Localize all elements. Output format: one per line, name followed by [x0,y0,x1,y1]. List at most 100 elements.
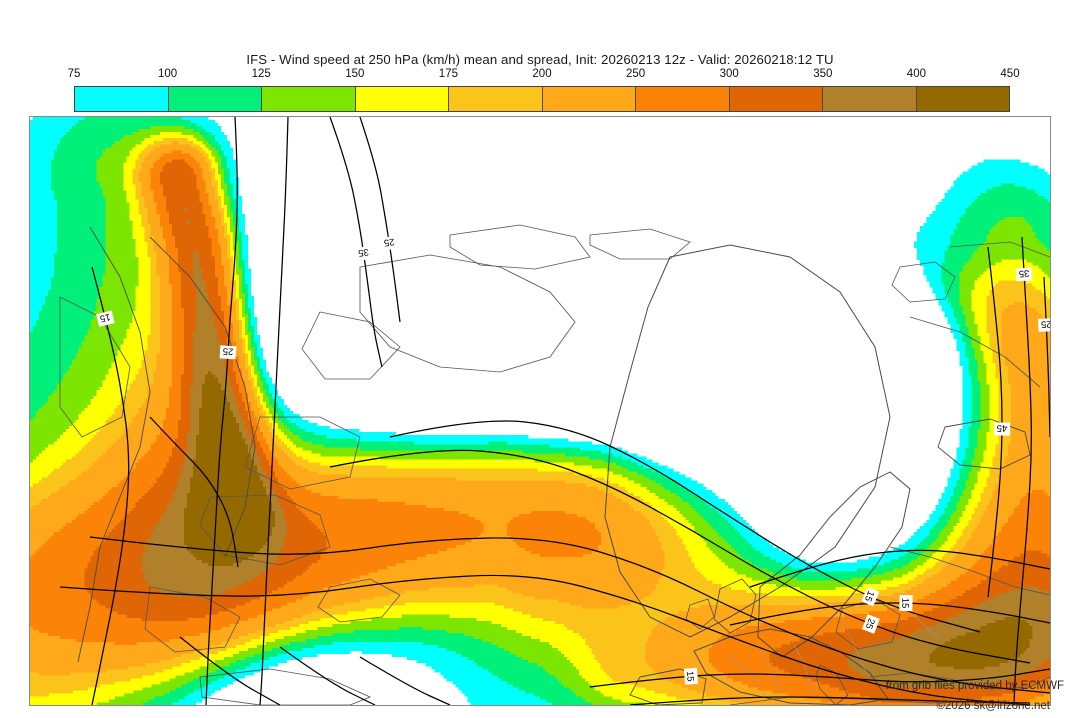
svg-text:15: 15 [899,598,910,609]
wind-speed-contour-map: 25 15 35 25 25 15 15 35 45 25 15 [30,117,1050,705]
svg-text:35: 35 [1018,267,1029,279]
colorbar-band [355,87,449,111]
coastline [301,311,401,380]
spread-contour-label: 15 [96,310,115,327]
spread-contour-label: 25 [219,345,237,360]
colorbar-tick: 100 [158,68,178,80]
coastline [729,696,1011,705]
contour-band-fill [84,159,1050,703]
spread-contour [279,646,376,705]
coastline [937,418,1031,470]
spread-contour [729,602,1050,626]
svg-text:15: 15 [684,671,696,682]
spread-contour-label: 25 [861,614,880,634]
colorbar-band [636,87,730,111]
colorbar-tick: 400 [906,68,926,80]
spread-contour [329,449,1031,664]
coastline [693,628,889,705]
coastline [685,598,715,630]
spread-contour-label: 35 [354,245,373,261]
colorbar-tick-labels: 75 100 125 150 175 200 250 300 350 400 450 [68,68,1020,84]
filled-contour-bands [30,117,1050,705]
colorbar-tick: 300 [719,68,739,80]
svg-text:15: 15 [99,311,112,324]
coastline [949,241,1050,258]
svg-text:35: 35 [357,246,369,258]
spread-contour-label: 15 [684,667,699,685]
coastline [604,244,891,638]
coastline [789,636,813,696]
spread-contour-labels: 25 15 35 25 25 15 15 35 45 25 15 [96,235,1050,685]
colorbar-tick: 175 [438,68,458,80]
colorbar-band [75,87,169,111]
svg-text:25: 25 [1041,318,1050,329]
spread-contour [359,117,401,323]
colorbar-tick: 125 [251,68,271,80]
svg-text:25: 25 [222,345,233,357]
spread-contour [91,266,130,705]
coastline [909,316,1041,388]
svg-text:25: 25 [863,617,877,631]
spread-contour [89,536,1050,694]
spread-contour-label: 35 [1015,267,1033,282]
colorbar-tick: 150 [345,68,365,80]
svg-text:25: 25 [383,236,395,248]
colorbar-band [262,87,356,111]
coastline [144,586,241,653]
colorbar-band [449,87,543,111]
spread-contour [987,246,1003,598]
colorbar-tick: 75 [67,68,81,80]
spread-contour-label: 45 [993,422,1011,436]
coastline [244,416,361,490]
colorbar-tick: 450 [1000,68,1020,80]
spread-contour [1013,236,1032,705]
colorbar-band [729,87,823,111]
geography-layer [59,224,1050,705]
svg-text:15: 15 [862,589,876,603]
coastline [629,668,707,705]
spread-contour [749,549,1050,588]
page-title: IFS - Wind speed at 250 hPa (km/h) mean … [246,52,834,67]
spread-contour-label: 15 [899,594,913,612]
coastline [729,656,767,698]
spread-contour [59,574,1031,705]
coastline [889,596,941,640]
spread-contour-label: 15 [861,586,880,607]
spread-contour [179,636,281,705]
colorbar-band [916,87,1009,111]
spread-contour [149,416,239,568]
colorbar-bands [74,86,1010,112]
spread-contour [359,656,451,705]
spread-contour [259,117,289,705]
spread-contour [1043,276,1050,438]
colorbar-tick: 200 [532,68,552,80]
spread-contour [389,420,981,633]
coastline [317,578,401,623]
colorbar-band [542,87,636,111]
coastline [757,646,783,694]
colorbar-band [823,87,917,111]
spread-contour [205,117,238,705]
contour-band-fill [30,132,1050,705]
colorbar-band [168,87,262,111]
coastline [199,668,372,705]
colorbar: 75 100 125 150 175 200 250 300 350 400 450 [68,68,1020,112]
colorbar-tick: 250 [626,68,646,80]
coastline [889,546,1050,596]
spread-contour-label: 25 [380,235,399,251]
map-plot-area[interactable]: 25 15 35 25 25 15 15 35 45 25 15 [29,116,1051,706]
coastline [149,236,256,558]
coastline [199,494,331,566]
coastline [891,261,956,303]
coastline [77,226,151,663]
contour-band-fill [30,117,1050,705]
spread-contour [629,696,1031,705]
colorbar-tick: 350 [813,68,833,80]
svg-text:45: 45 [997,422,1008,433]
coastline [713,578,757,634]
contour-band-fill [30,141,1050,705]
spread-contour-label: 25 [1038,318,1050,332]
coastline [841,616,867,674]
coastline [757,471,911,658]
